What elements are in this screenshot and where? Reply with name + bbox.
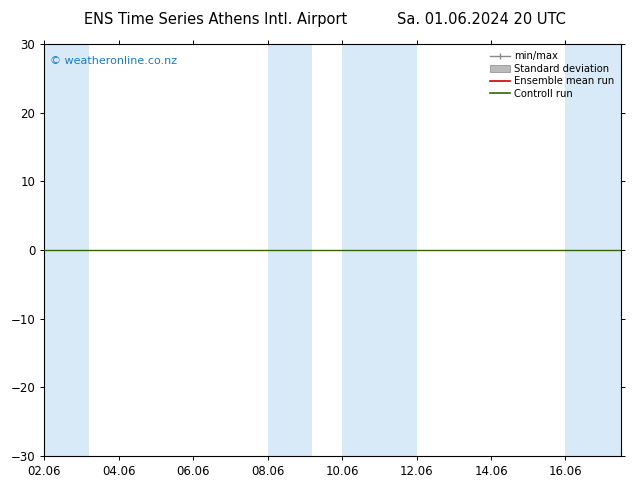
Text: © weatheronline.co.nz: © weatheronline.co.nz (50, 56, 178, 67)
Bar (566, 44, 621, 456)
Bar (268, 44, 313, 456)
Legend: min/max, Standard deviation, Ensemble mean run, Controll run: min/max, Standard deviation, Ensemble me… (488, 49, 616, 100)
Bar (44, 44, 89, 456)
Text: ENS Time Series Athens Intl. Airport: ENS Time Series Athens Intl. Airport (84, 12, 347, 27)
Text: Sa. 01.06.2024 20 UTC: Sa. 01.06.2024 20 UTC (398, 12, 566, 27)
Bar (342, 44, 417, 456)
